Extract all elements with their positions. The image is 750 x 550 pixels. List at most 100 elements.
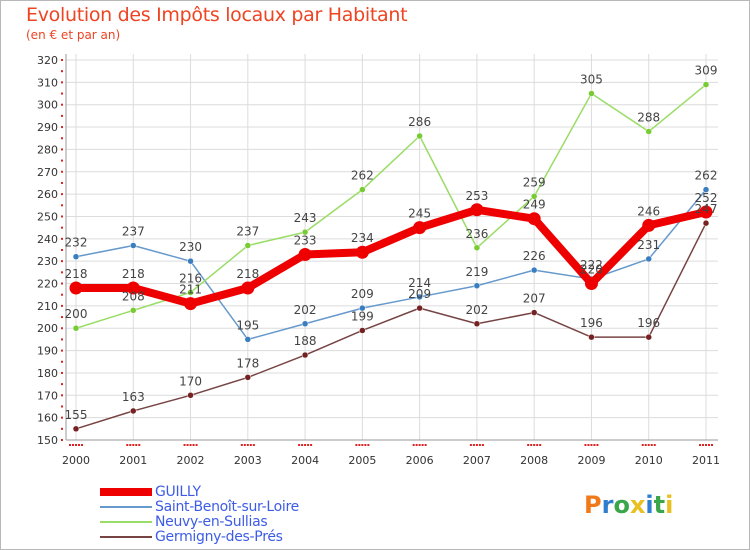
y-minor-tick: [61, 260, 63, 263]
data-point: [530, 266, 538, 274]
legend-label: GUILLY: [155, 484, 201, 500]
y-minor-tick: [61, 204, 63, 207]
x-tick-label: 2002: [177, 454, 205, 467]
data-point: [645, 255, 652, 263]
x-minor-tick: [361, 444, 364, 446]
y-tick-label: 280: [37, 143, 58, 156]
x-minor-tick: [304, 444, 307, 446]
proxiti-logo: Proxiti: [584, 491, 673, 519]
y-minor-tick: [61, 304, 63, 307]
data-label: 231: [637, 238, 660, 252]
y-minor-tick: [61, 226, 63, 229]
data-label: 196: [637, 316, 660, 330]
x-minor-tick: [192, 444, 195, 446]
data-label: 200: [65, 307, 88, 321]
logo-letter: i: [645, 491, 654, 519]
data-point: [530, 309, 538, 316]
data-point: [187, 257, 194, 265]
data-point: [72, 253, 80, 260]
data-point: [584, 277, 598, 291]
y-minor-tick: [61, 383, 63, 386]
x-minor-tick: [298, 444, 301, 446]
data-point: [72, 324, 80, 332]
y-minor-tick: [61, 159, 63, 162]
data-point: [702, 186, 710, 193]
x-minor-tick: [705, 444, 707, 446]
y-minor-tick: [61, 81, 63, 84]
x-minor-tick: [641, 444, 644, 446]
data-label: 262: [695, 169, 718, 183]
data-point: [244, 336, 252, 343]
x-minor-tick: [310, 444, 313, 446]
x-minor-tick: [252, 444, 255, 446]
y-tick-label: 180: [37, 367, 58, 380]
x-minor-tick: [72, 444, 74, 446]
x-tick-label: 2001: [119, 454, 147, 467]
logo-letter: r: [601, 491, 614, 519]
y-tick-label: 190: [37, 345, 58, 358]
x-minor-tick: [650, 444, 653, 446]
x-minor-tick: [135, 444, 138, 446]
y-minor-tick: [61, 92, 63, 95]
data-label: 207: [523, 292, 546, 306]
y-minor-tick: [61, 416, 63, 419]
x-minor-tick: [644, 444, 647, 446]
x-minor-tick: [126, 444, 129, 446]
data-label: 246: [637, 204, 660, 218]
y-minor-tick: [61, 148, 63, 151]
y-tick-label: 210: [37, 300, 58, 313]
data-point: [184, 297, 198, 311]
y-tick-label: 170: [37, 389, 58, 402]
x-minor-tick: [593, 444, 596, 446]
x-minor-tick: [702, 444, 704, 446]
data-point: [473, 244, 481, 252]
data-point: [473, 320, 481, 328]
x-tick-label: 2010: [635, 454, 663, 467]
data-point: [244, 374, 252, 381]
data-point: [359, 327, 366, 334]
x-tick-label: 2004: [291, 454, 319, 467]
data-point: [588, 90, 595, 97]
x-minor-tick: [195, 444, 198, 446]
logo-letter: P: [584, 491, 602, 519]
data-label: 243: [294, 211, 317, 225]
logo-letter: t: [653, 491, 666, 519]
y-tick-label: 320: [37, 54, 58, 67]
data-point: [702, 81, 710, 88]
logo-letter: i: [665, 491, 674, 519]
data-label: 219: [465, 265, 488, 279]
y-tick-label: 270: [37, 166, 58, 179]
x-minor-tick: [138, 444, 141, 446]
data-point: [69, 281, 83, 295]
data-point: [588, 333, 595, 341]
data-label: 286: [408, 115, 431, 129]
data-point: [645, 333, 652, 341]
x-minor-tick: [536, 444, 539, 446]
chart-subtitle: (en € et par an): [26, 28, 121, 42]
legend-swatch: [100, 521, 152, 523]
y-minor-tick: [61, 371, 63, 374]
y-minor-tick: [61, 427, 63, 430]
data-label: 226: [523, 249, 546, 263]
data-label: 220: [580, 263, 603, 277]
data-label: 249: [523, 198, 546, 212]
data-label: 216: [179, 271, 202, 285]
data-label: 232: [65, 236, 88, 250]
y-minor-tick: [61, 59, 63, 61]
data-point: [126, 281, 140, 295]
x-minor-tick: [533, 444, 536, 446]
x-minor-tick: [478, 444, 481, 446]
x-minor-tick: [418, 444, 421, 446]
y-tick-label: 220: [37, 278, 58, 291]
data-label: 233: [294, 233, 317, 247]
y-tick-label: 200: [37, 322, 58, 335]
x-minor-tick: [424, 444, 427, 446]
data-point: [530, 193, 538, 200]
data-point: [702, 219, 710, 227]
y-minor-tick: [61, 293, 63, 296]
data-label: 155: [65, 408, 88, 422]
y-tick-label: 230: [37, 255, 58, 268]
x-minor-tick: [412, 444, 415, 446]
legend-label: Germigny-des-Prés: [155, 529, 283, 545]
data-point: [187, 289, 194, 296]
